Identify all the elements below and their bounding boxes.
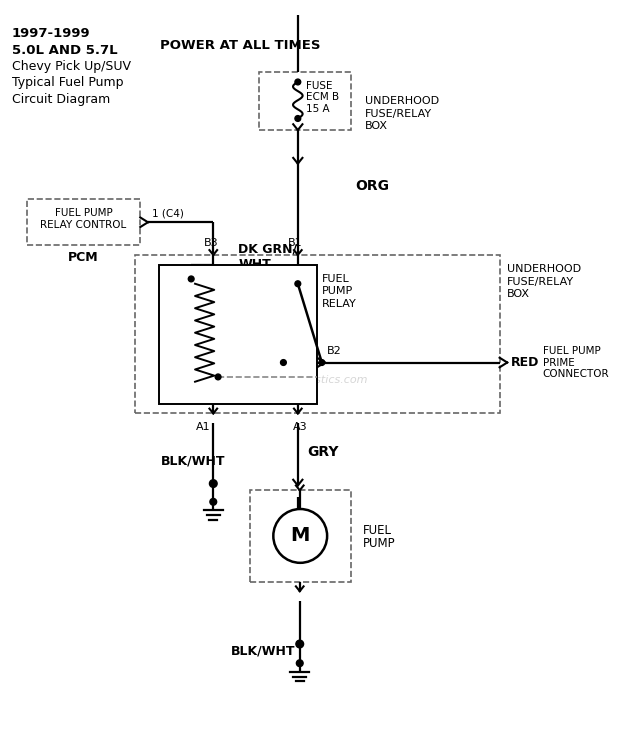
Text: 1997-1999: 1997-1999 (12, 28, 90, 40)
Text: BOX: BOX (507, 290, 530, 299)
Bar (260, 72, 350, 130)
Text: FUSE/RELAY: FUSE/RELAY (507, 277, 574, 286)
Text: BLK/WHT: BLK/WHT (161, 455, 225, 468)
Text: ECM B: ECM B (305, 92, 339, 102)
Circle shape (296, 640, 303, 648)
Circle shape (281, 360, 286, 365)
Bar (250, 490, 350, 581)
Text: FUSE/RELAY: FUSE/RELAY (365, 109, 432, 118)
Circle shape (188, 276, 194, 282)
Text: BLK/WHT: BLK/WHT (231, 644, 295, 657)
Text: PCM: PCM (68, 251, 99, 264)
Text: FUEL: FUEL (363, 524, 392, 537)
Text: 1 (C4): 1 (C4) (152, 209, 184, 218)
Circle shape (295, 280, 301, 286)
Text: POWER AT ALL TIMES: POWER AT ALL TIMES (160, 39, 320, 52)
Text: RELAY: RELAY (322, 299, 357, 309)
Text: FUEL: FUEL (322, 274, 350, 284)
Text: easyautodiagnostics.com: easyautodiagnostics.com (226, 375, 368, 385)
Text: FUSE: FUSE (305, 81, 332, 91)
Text: WHT: WHT (239, 258, 271, 271)
Text: DK GRN/: DK GRN/ (239, 243, 297, 256)
Text: PRIME: PRIME (543, 358, 575, 368)
Circle shape (295, 116, 301, 122)
Text: A3: A3 (293, 422, 308, 432)
Text: B1: B1 (288, 238, 303, 248)
Text: PUMP: PUMP (363, 537, 396, 550)
Text: Chevy Pick Up/SUV: Chevy Pick Up/SUV (12, 60, 130, 73)
Circle shape (210, 480, 217, 488)
Text: CONNECTOR: CONNECTOR (543, 369, 609, 379)
Text: 5.0L AND 5.7L: 5.0L AND 5.7L (12, 44, 117, 57)
Circle shape (210, 499, 217, 506)
Text: RELAY CONTROL: RELAY CONTROL (40, 220, 127, 230)
Text: FUEL PUMP: FUEL PUMP (55, 208, 112, 218)
Text: B3: B3 (204, 238, 218, 248)
Bar (135, 255, 499, 413)
Text: M: M (290, 526, 310, 545)
Text: Circuit Diagram: Circuit Diagram (12, 93, 110, 106)
Bar (27, 200, 140, 245)
Text: RED: RED (511, 356, 540, 369)
Bar (159, 265, 317, 404)
Circle shape (215, 374, 221, 380)
Circle shape (297, 660, 303, 667)
Text: ORG: ORG (355, 178, 389, 193)
Text: GRY: GRY (307, 445, 339, 459)
Text: PUMP: PUMP (322, 286, 353, 296)
Text: B2: B2 (327, 346, 341, 356)
Text: UNDERHOOD: UNDERHOOD (507, 264, 582, 274)
Text: Typical Fuel Pump: Typical Fuel Pump (12, 76, 123, 89)
Circle shape (319, 360, 324, 365)
Circle shape (273, 509, 327, 562)
Text: BOX: BOX (365, 122, 388, 131)
Text: UNDERHOOD: UNDERHOOD (365, 96, 439, 106)
Circle shape (295, 79, 301, 85)
Text: FUEL PUMP: FUEL PUMP (543, 346, 601, 356)
Text: 15 A: 15 A (305, 104, 329, 114)
Text: A1: A1 (196, 422, 211, 432)
